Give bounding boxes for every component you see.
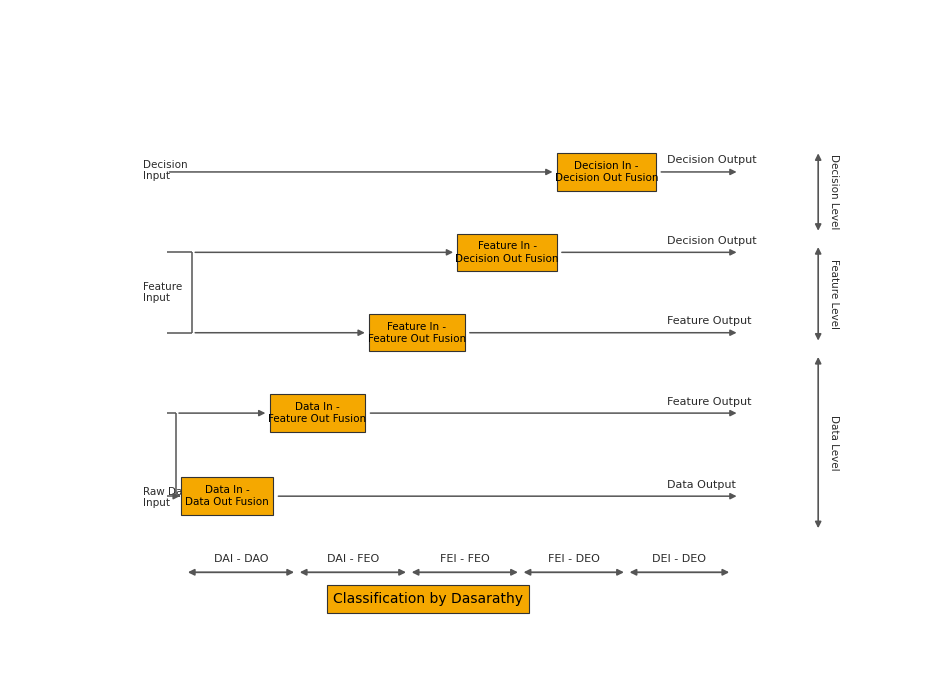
- Text: Data Output: Data Output: [667, 480, 736, 491]
- Text: Data Level: Data Level: [829, 415, 840, 470]
- Text: Data In -
Data Out Fusion: Data In - Data Out Fusion: [185, 485, 269, 507]
- FancyBboxPatch shape: [369, 314, 465, 351]
- FancyBboxPatch shape: [181, 477, 274, 515]
- Text: Raw Data
Input: Raw Data Input: [143, 487, 193, 508]
- FancyBboxPatch shape: [458, 234, 557, 271]
- Text: Feature Level: Feature Level: [829, 259, 840, 329]
- Text: Classification by Dasarathy: Classification by Dasarathy: [332, 592, 522, 606]
- Text: Feature
Input: Feature Input: [143, 282, 182, 303]
- Text: Feature In -
Feature Out Fusion: Feature In - Feature Out Fusion: [368, 322, 466, 344]
- Text: Feature Output: Feature Output: [667, 397, 751, 407]
- Text: Data In -
Feature Out Fusion: Data In - Feature Out Fusion: [269, 402, 367, 425]
- Text: Decision Output: Decision Output: [667, 155, 757, 165]
- Text: DAI - FEO: DAI - FEO: [327, 554, 379, 564]
- Text: Decision In -
Decision Out Fusion: Decision In - Decision Out Fusion: [555, 161, 658, 183]
- Text: FEI - FEO: FEI - FEO: [440, 554, 489, 564]
- FancyBboxPatch shape: [270, 395, 366, 432]
- Text: DAI - DAO: DAI - DAO: [214, 554, 268, 564]
- Text: Decision Level: Decision Level: [829, 155, 840, 230]
- FancyBboxPatch shape: [557, 153, 656, 191]
- Text: FEI - DEO: FEI - DEO: [548, 554, 599, 564]
- Text: Decision
Input: Decision Input: [143, 159, 188, 181]
- Text: Decision Output: Decision Output: [667, 235, 757, 246]
- FancyBboxPatch shape: [327, 585, 529, 613]
- Text: Feature Output: Feature Output: [667, 316, 751, 326]
- Text: Feature In -
Decision Out Fusion: Feature In - Decision Out Fusion: [455, 241, 559, 264]
- Text: DEI - DEO: DEI - DEO: [653, 554, 707, 564]
